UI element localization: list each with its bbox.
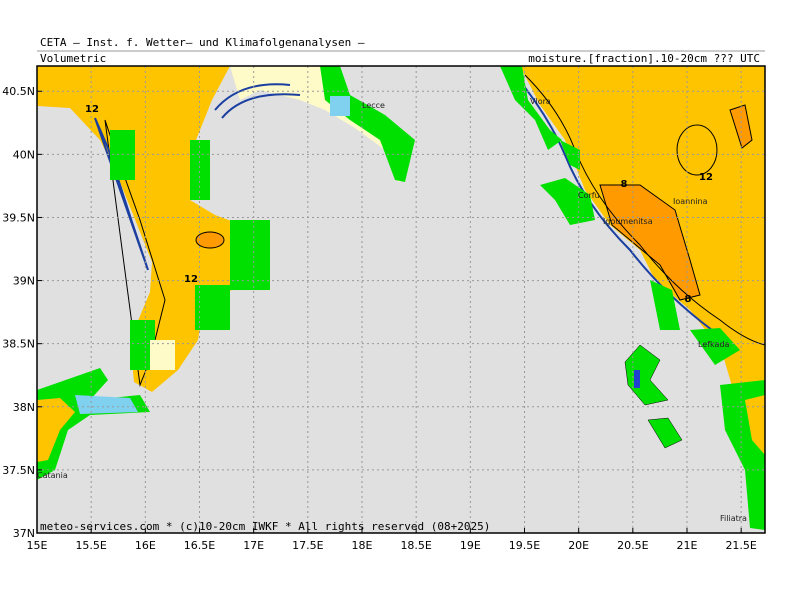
land-light — [150, 340, 175, 370]
place-label: Corfu — [578, 191, 600, 200]
y-tick-label: 40.5N — [2, 85, 35, 98]
y-tick-label: 38N — [13, 401, 35, 414]
place-label: Vlora — [530, 97, 551, 106]
x-tick-label: 20E — [568, 539, 589, 552]
place-label: Catania — [37, 471, 68, 480]
land-orange — [745, 395, 765, 455]
x-tick-label: 15.5E — [75, 539, 106, 552]
place-label: Lefkada — [698, 340, 730, 349]
land-green — [560, 140, 580, 170]
land-green — [230, 220, 270, 290]
island — [540, 178, 595, 225]
place-label: Igoumenitsa — [603, 217, 653, 226]
y-tick-label: 39N — [13, 275, 35, 288]
header-title: CETA – Inst. f. Wetter– und Klimafolgena… — [40, 36, 365, 49]
y-tick-label: 38.5N — [2, 338, 35, 351]
land-dark-orange — [195, 231, 225, 249]
place-label: Filiatra — [720, 514, 747, 523]
x-tick-label: 18E — [352, 539, 373, 552]
contour — [214, 83, 301, 119]
land-green — [37, 368, 150, 480]
land-green — [650, 280, 680, 330]
land-light — [230, 66, 405, 182]
land-green — [320, 66, 415, 182]
place-label: Lecce — [362, 101, 385, 110]
land-blue — [634, 370, 640, 388]
island — [624, 344, 669, 406]
plot-frame — [36, 65, 766, 534]
land-blue — [75, 395, 138, 414]
land-orange — [37, 398, 75, 462]
y-tick-label: 37N — [13, 527, 35, 540]
x-tick-label: 21.5E — [725, 539, 756, 552]
x-tick-label: 17E — [243, 539, 264, 552]
contour — [94, 117, 149, 271]
contour-label: 12 — [184, 274, 198, 285]
land-green — [110, 130, 135, 180]
y-tick-label: 39.5N — [2, 211, 35, 224]
contour — [524, 74, 766, 346]
header-subtitle: Volumetric — [40, 52, 106, 65]
land-dark-orange — [599, 184, 701, 301]
plot-area — [37, 66, 766, 533]
contour — [676, 124, 718, 176]
land-green — [195, 285, 230, 330]
x-tick-label: 20.5E — [617, 539, 648, 552]
x-tick-label: 16E — [135, 539, 156, 552]
footer: meteo-services.com * (c)10-20cm IWKF * A… — [40, 520, 490, 533]
land-green — [500, 66, 562, 150]
contour-label: 8 — [685, 294, 692, 305]
place-label: Ioannina — [673, 197, 708, 206]
contour-label: 12 — [699, 172, 713, 183]
header-field: moisture.[fraction].10-20cm ??? UTC — [528, 52, 760, 65]
x-tick-label: 17.5E — [292, 539, 323, 552]
x-tick-label: 18.5E — [400, 539, 431, 552]
y-tick-label: 37.5N — [2, 464, 35, 477]
contour-label: 8 — [621, 179, 628, 190]
x-tick-label: 21E — [677, 539, 698, 552]
island — [647, 417, 683, 449]
land-green — [190, 140, 210, 200]
x-tick-label: 15E — [27, 539, 48, 552]
x-tick-label: 19.5E — [509, 539, 540, 552]
x-tick-label: 19E — [460, 539, 481, 552]
land-blue — [330, 96, 350, 116]
island — [690, 328, 740, 365]
contour-label: 12 — [85, 104, 99, 115]
y-tick-label: 40N — [13, 148, 35, 161]
x-tick-label: 16.5E — [184, 539, 215, 552]
